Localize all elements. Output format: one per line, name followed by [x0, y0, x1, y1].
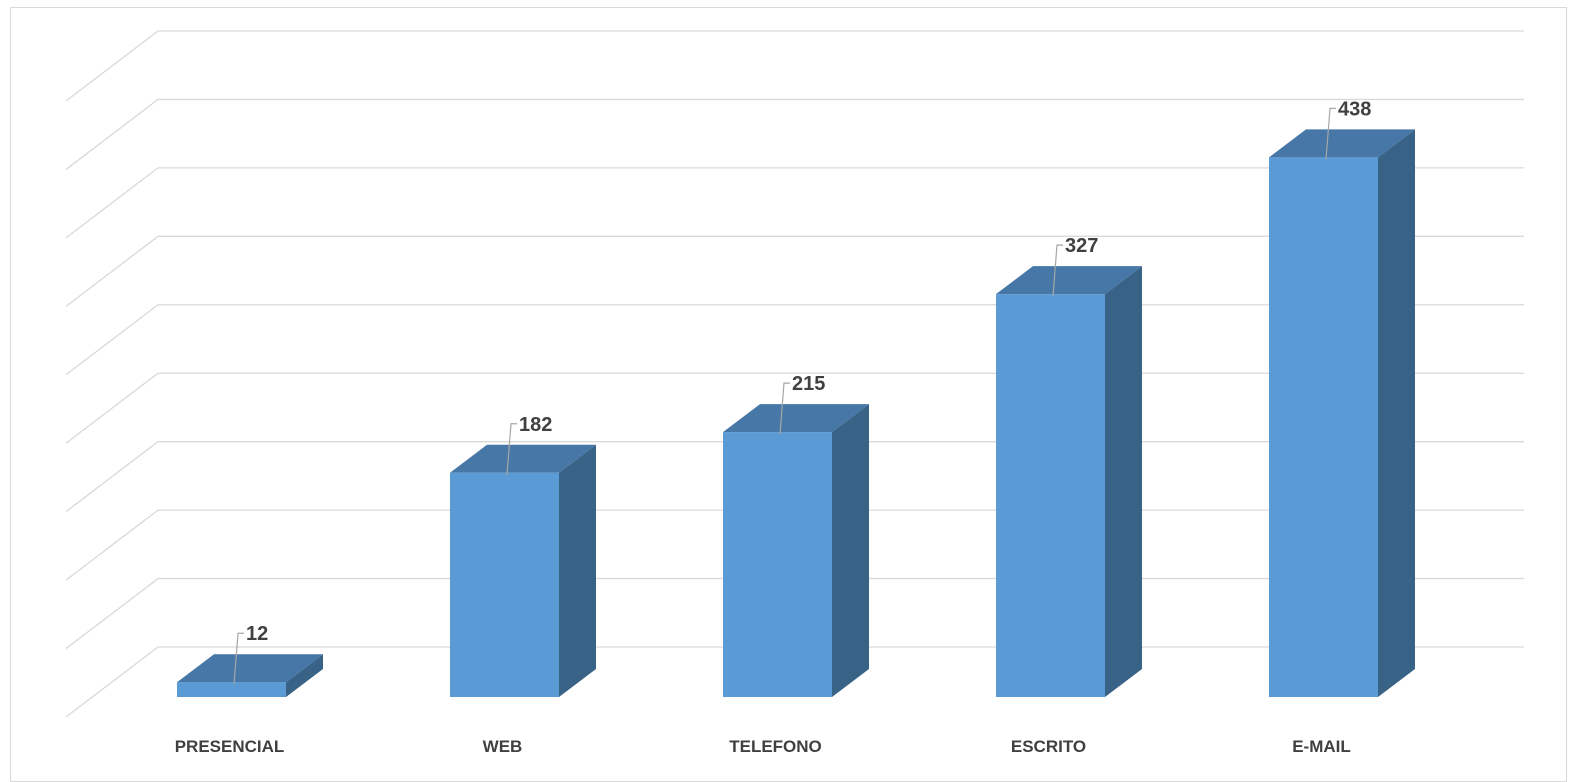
bar-top: [1269, 129, 1415, 158]
data-label-leader: [233, 632, 244, 685]
bar-top: [450, 444, 596, 473]
gridline-depth: [65, 304, 159, 376]
gridline-depth: [65, 98, 159, 170]
gridline-depth: [65, 30, 159, 102]
bar-front: [1269, 157, 1378, 697]
gridline-depth: [65, 509, 159, 581]
gridline-depth: [65, 578, 159, 650]
data-labels: 12 182 215 327 438: [233, 98, 1371, 685]
category-label: TELEFONO: [729, 737, 822, 756]
gridline-depth: [65, 235, 159, 307]
data-label-leader: [1052, 244, 1063, 297]
category-label: PRESENCIAL: [175, 737, 285, 756]
data-label: 215: [792, 373, 825, 395]
bar-front: [996, 294, 1105, 697]
category-label: ESCRITO: [1011, 737, 1086, 756]
bar-front: [723, 432, 832, 697]
data-label-leader: [506, 423, 517, 475]
category-label: E-MAIL: [1292, 737, 1351, 756]
gridline-depth: [65, 372, 159, 444]
data-label: 12: [246, 623, 268, 645]
data-label-leader: [1325, 107, 1336, 160]
bar-side: [832, 404, 869, 697]
category-axis: PRESENCIAL WEB TELEFONO ESCRITO E-MAIL: [175, 737, 1351, 756]
gridline-depth: [65, 646, 159, 718]
bar-front: [450, 472, 559, 697]
bar-top: [177, 654, 323, 683]
bar-top: [723, 404, 869, 433]
bars: [177, 129, 1415, 697]
category-label: WEB: [483, 737, 523, 756]
bar-side: [559, 444, 596, 697]
data-label: 182: [519, 414, 552, 436]
data-label: 327: [1065, 235, 1098, 257]
bar-side: [286, 654, 323, 697]
bar-side: [1378, 129, 1415, 697]
bar-side: [1105, 266, 1142, 697]
bar-front: [177, 682, 286, 697]
gridline-depth: [65, 441, 159, 513]
bar-top: [996, 266, 1142, 295]
gridline-depth: [65, 167, 159, 239]
data-label: 438: [1338, 98, 1371, 120]
data-label-leader: [779, 382, 790, 435]
